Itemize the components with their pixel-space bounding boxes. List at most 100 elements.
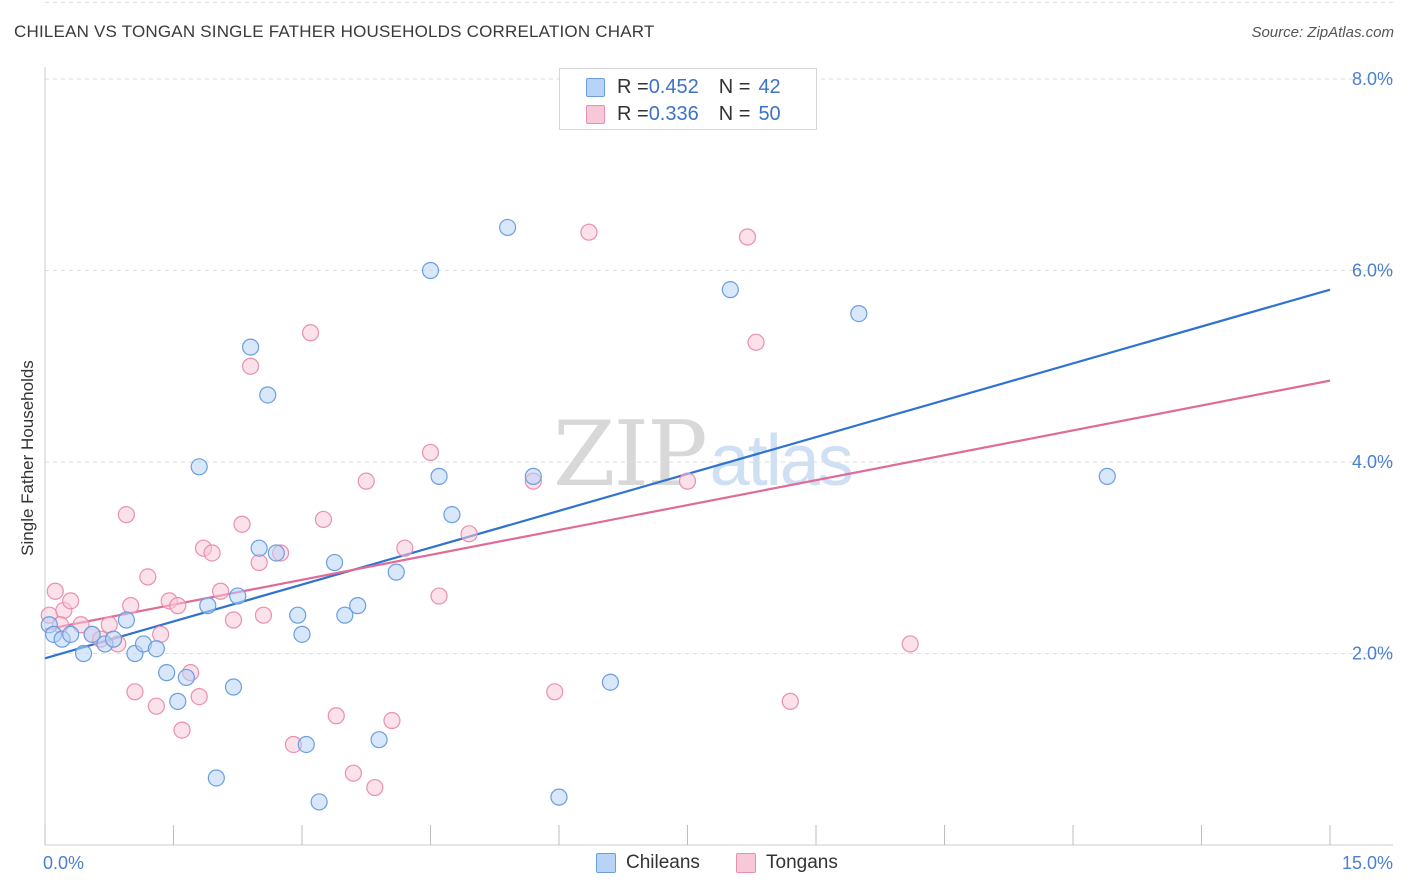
- chileans-point: [443, 506, 461, 524]
- tongans-point: [254, 606, 273, 624]
- legend-r-label: R =: [617, 75, 649, 98]
- tongans-point: [546, 683, 564, 701]
- tongans-point: [190, 687, 208, 706]
- correlation-legend: R = 0.452 N = 42 R = 0.336 N = 50: [559, 68, 817, 130]
- tongans-point: [212, 582, 230, 600]
- tongans-point: [62, 592, 80, 610]
- chileans-point: [267, 544, 285, 562]
- legend-row-chileans: R = 0.452 N = 42: [586, 75, 781, 99]
- tongans-point: [421, 443, 440, 462]
- tongans-point: [203, 544, 221, 562]
- legend-swatch-pink: [736, 853, 756, 873]
- legend-row-tongans: R = 0.336 N = 50: [586, 102, 781, 126]
- tongans-point: [327, 707, 345, 725]
- chileans-point: [147, 640, 165, 658]
- tongans-point: [139, 568, 157, 586]
- chileans-point: [297, 735, 315, 754]
- tongans-point: [152, 625, 170, 643]
- tongans-point: [122, 597, 140, 615]
- x-tick-label: 15.0%: [1342, 853, 1393, 873]
- y-tick-label: 8.0%: [1352, 69, 1393, 89]
- tongans-point: [233, 515, 251, 533]
- chileans-point: [117, 611, 135, 629]
- chileans-point: [199, 597, 217, 615]
- chileans-point: [336, 606, 354, 624]
- chileans-point: [721, 281, 739, 299]
- tongans-point: [100, 616, 118, 634]
- legend-swatch-blue: [596, 853, 616, 873]
- tongans-point: [250, 553, 268, 572]
- tongans-point: [678, 472, 697, 490]
- tongans-point: [344, 764, 362, 782]
- tongans-point: [901, 635, 919, 653]
- chart-title: CHILEAN VS TONGAN SINGLE FATHER HOUSEHOL…: [14, 22, 655, 41]
- tongans-point: [580, 223, 598, 241]
- chileans-point: [850, 304, 868, 323]
- tongans-point: [383, 711, 401, 730]
- tongans-point: [396, 539, 414, 557]
- chileans-point: [158, 664, 176, 682]
- chileans-point: [62, 625, 80, 643]
- chileans-point: [524, 467, 542, 485]
- chileans-point: [421, 261, 440, 280]
- tongans-point: [357, 472, 375, 490]
- chileans-point: [259, 386, 277, 404]
- tongans-point: [242, 357, 260, 375]
- legend-n-label: N =: [718, 75, 751, 98]
- legend-label-tongans: Tongans: [766, 852, 838, 873]
- tongans-point: [46, 582, 64, 600]
- chileans-point: [250, 539, 268, 557]
- chileans-point: [207, 769, 225, 787]
- chileans-point: [370, 731, 388, 749]
- tongans-point: [738, 228, 757, 246]
- tongans-point: [781, 692, 799, 710]
- legend-r-value: 0.452: [648, 75, 699, 98]
- chileans-point: [224, 678, 243, 696]
- legend-n-value: 42: [758, 75, 781, 98]
- tongans-point: [747, 333, 765, 351]
- tongans-point: [169, 597, 187, 615]
- chileans-point: [83, 625, 101, 643]
- tick-label-layer: 2.0% 4.0% 6.0% 8.0% 0.0% 15.0%: [43, 69, 1393, 873]
- chileans-point: [177, 668, 195, 687]
- tongans-point: [366, 778, 384, 797]
- legend-n-label: N =: [718, 102, 751, 125]
- legend-item-tongans: Tongans: [736, 852, 838, 874]
- tongans-point: [224, 611, 243, 629]
- tongans-point: [173, 721, 191, 739]
- legend-r-label: R =: [617, 102, 649, 125]
- x-tick-label: 0.0%: [43, 853, 84, 873]
- source-label: Source: ZipAtlas.com: [1251, 24, 1394, 41]
- chileans-point: [349, 597, 367, 615]
- chileans-point: [310, 793, 328, 811]
- legend-r-value: 0.336: [648, 102, 699, 125]
- chileans-point: [550, 788, 568, 806]
- legend-label-chileans: Chileans: [626, 852, 700, 873]
- tongans-point: [314, 510, 333, 529]
- y-tick-label: 4.0%: [1352, 452, 1393, 472]
- tongans-trend-line: [44, 379, 1331, 631]
- chileans-point: [499, 218, 517, 237]
- legend-swatch-pink: [586, 104, 605, 124]
- chileans-point: [74, 644, 93, 663]
- legend-item-chileans: Chileans: [596, 852, 700, 874]
- tongans-point: [147, 697, 165, 715]
- tongans-point: [126, 683, 144, 701]
- chileans-point: [242, 338, 260, 356]
- chileans-point: [325, 553, 344, 572]
- chileans-point: [104, 630, 123, 648]
- chileans-point: [190, 458, 208, 476]
- chileans-point: [289, 606, 307, 624]
- point-layer: [40, 218, 1116, 811]
- chileans-point: [1098, 467, 1116, 485]
- tongans-point: [301, 324, 320, 342]
- chileans-point: [293, 625, 311, 643]
- tongans-point: [430, 587, 448, 605]
- tongans-point: [117, 506, 135, 524]
- chileans-point: [601, 673, 620, 691]
- chileans-point: [229, 587, 247, 605]
- y-tick-label: 2.0%: [1352, 644, 1393, 664]
- tongans-point: [460, 525, 478, 543]
- legend-swatch-blue: [586, 77, 605, 97]
